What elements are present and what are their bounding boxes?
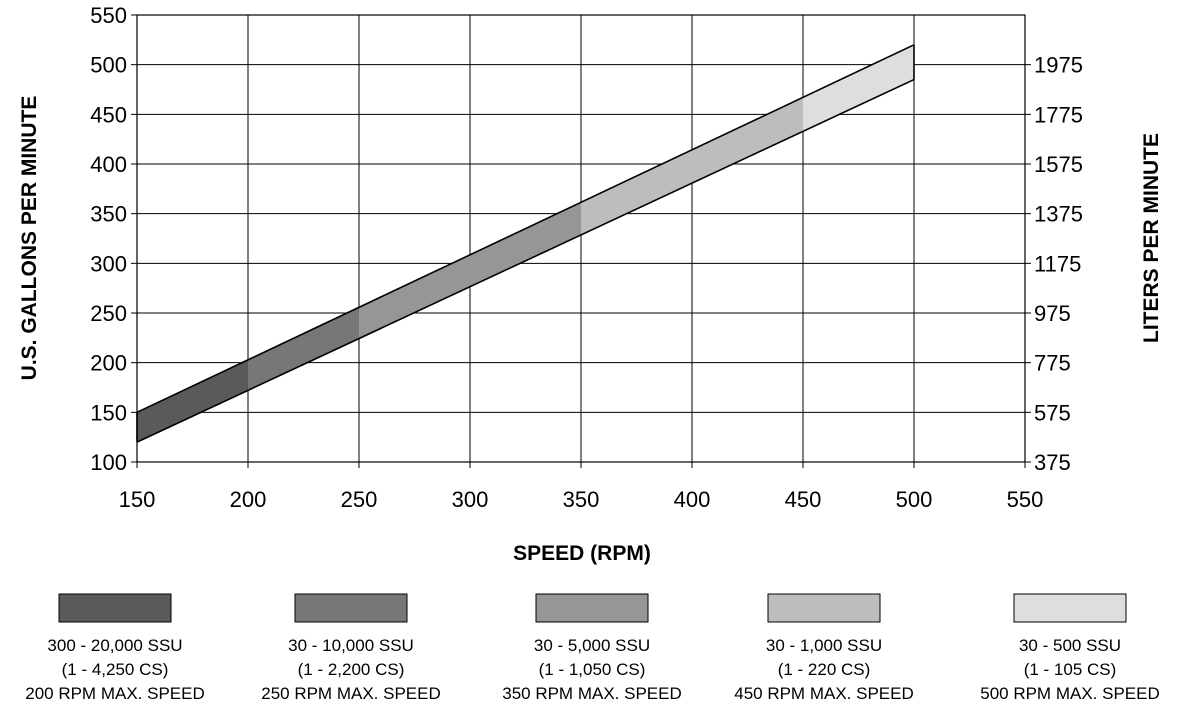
legend-text: (1 - 2,200 CS) <box>298 660 405 679</box>
y-tick-label: 300 <box>90 251 127 276</box>
x-tick-label: 500 <box>896 487 933 512</box>
y2-tick-label: 1175 <box>1034 251 1081 276</box>
boundary-lines <box>136 44 915 443</box>
y-tick-label: 150 <box>90 400 127 425</box>
legend-text: 250 RPM MAX. SPEED <box>261 684 441 703</box>
axes <box>131 14 1031 468</box>
upper-boundary-line <box>136 44 915 414</box>
x-tick-label: 200 <box>230 487 267 512</box>
y-axis-title: U.S. GALLONS PER MINUTE <box>18 96 41 381</box>
legend-swatch <box>294 593 408 623</box>
x-axis-title: SPEED (RPM) <box>513 542 651 565</box>
flow-band <box>581 97 803 235</box>
y2-axis-title: LITERS PER MINUTE <box>1140 133 1163 343</box>
y-tick-label: 500 <box>90 53 127 78</box>
lower-boundary-line <box>136 78 915 443</box>
y-tick-label: 200 <box>90 351 127 376</box>
x-tick-label: 450 <box>785 487 822 512</box>
tick-labels: 150 200 250 300 350 400 450 500 550 100 150 200 250 3… <box>90 3 1083 512</box>
y2-tick-label: 975 <box>1034 301 1071 326</box>
y2-tick-label: 1975 <box>1034 53 1083 78</box>
x-tick-label: 350 <box>563 487 600 512</box>
legend-text: (1 - 4,250 CS) <box>62 660 169 679</box>
y-tick-label: 100 <box>90 450 127 475</box>
x-tick-label: 150 <box>119 487 156 512</box>
y-tick-label: 400 <box>90 152 127 177</box>
y2-tick-label: 1375 <box>1034 202 1083 227</box>
x-tick-label: 250 <box>341 487 378 512</box>
legend: 300 - 20,000 SSU (1 - 4,250 CS) 200 RPM MA… <box>25 593 1160 703</box>
y-tick-label: 350 <box>90 202 127 227</box>
legend-text: 30 - 5,000 SSU <box>534 636 650 655</box>
legend-text: 350 RPM MAX. SPEED <box>502 684 682 703</box>
legend-swatch <box>1013 593 1127 623</box>
flow-band <box>803 44 914 132</box>
flow-band <box>137 359 248 443</box>
legend-text: (1 - 1,050 CS) <box>539 660 646 679</box>
legend-text: 200 RPM MAX. SPEED <box>25 684 205 703</box>
y2-tick-label: 575 <box>1034 400 1071 425</box>
x-tick-label: 550 <box>1007 487 1044 512</box>
flow-band <box>359 202 581 339</box>
flow-bands <box>137 44 914 443</box>
legend-swatch <box>535 593 649 623</box>
legend-swatch <box>767 593 881 623</box>
legend-text: (1 - 105 CS) <box>1024 660 1117 679</box>
flow-band <box>248 307 359 391</box>
y2-tick-label: 1575 <box>1034 152 1083 177</box>
y2-tick-label: 775 <box>1034 351 1071 376</box>
y-tick-label: 550 <box>90 3 127 28</box>
y-tick-label: 250 <box>90 301 127 326</box>
y2-tick-label: 375 <box>1034 450 1071 475</box>
legend-text: 500 RPM MAX. SPEED <box>980 684 1160 703</box>
y-tick-label: 450 <box>90 102 127 127</box>
legend-text: 300 - 20,000 SSU <box>47 636 182 655</box>
x-tick-label: 300 <box>452 487 489 512</box>
legend-text: 30 - 10,000 SSU <box>288 636 414 655</box>
y2-tick-label: 1775 <box>1034 102 1083 127</box>
x-tick-label: 400 <box>674 487 711 512</box>
legend-text: 30 - 500 SSU <box>1019 636 1121 655</box>
legend-text: (1 - 220 CS) <box>778 660 871 679</box>
legend-text: 30 - 1,000 SSU <box>766 636 882 655</box>
legend-text: 450 RPM MAX. SPEED <box>734 684 914 703</box>
legend-swatch <box>58 593 172 623</box>
